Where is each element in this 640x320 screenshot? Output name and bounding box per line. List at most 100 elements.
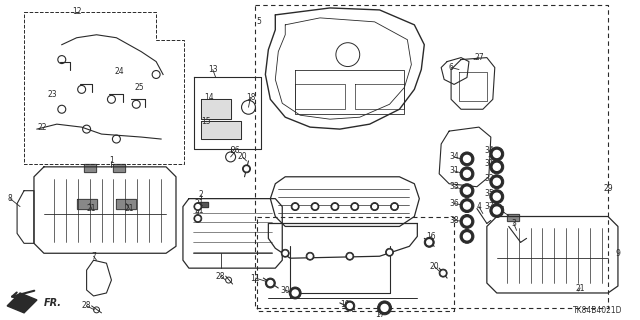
Circle shape bbox=[293, 204, 297, 209]
Text: 32: 32 bbox=[484, 174, 493, 183]
Circle shape bbox=[493, 164, 500, 170]
Circle shape bbox=[424, 237, 434, 247]
Text: 23: 23 bbox=[47, 90, 57, 99]
Polygon shape bbox=[201, 121, 241, 139]
Circle shape bbox=[463, 187, 470, 194]
Text: 12: 12 bbox=[72, 7, 81, 16]
Circle shape bbox=[266, 278, 275, 288]
Text: 9: 9 bbox=[616, 249, 620, 258]
Text: 29: 29 bbox=[604, 184, 613, 193]
Circle shape bbox=[292, 290, 298, 296]
Circle shape bbox=[313, 204, 317, 209]
Text: 6: 6 bbox=[449, 63, 454, 72]
Circle shape bbox=[289, 287, 301, 299]
Polygon shape bbox=[507, 213, 518, 221]
Text: 37: 37 bbox=[484, 202, 493, 211]
Circle shape bbox=[345, 301, 355, 311]
Circle shape bbox=[311, 203, 319, 211]
Circle shape bbox=[490, 160, 504, 174]
Circle shape bbox=[463, 202, 470, 209]
Polygon shape bbox=[7, 293, 37, 313]
Circle shape bbox=[348, 303, 352, 308]
Text: 35: 35 bbox=[484, 189, 493, 198]
Text: 33: 33 bbox=[449, 182, 459, 191]
Text: 28: 28 bbox=[216, 272, 225, 281]
Circle shape bbox=[460, 229, 474, 243]
Circle shape bbox=[427, 240, 432, 245]
Circle shape bbox=[196, 204, 200, 209]
Circle shape bbox=[346, 252, 354, 260]
Text: 38: 38 bbox=[449, 216, 459, 225]
Text: 36: 36 bbox=[449, 199, 459, 208]
Circle shape bbox=[490, 204, 504, 218]
Polygon shape bbox=[113, 164, 125, 172]
Text: 17: 17 bbox=[375, 310, 385, 319]
Circle shape bbox=[333, 204, 337, 209]
Text: 8: 8 bbox=[8, 194, 13, 203]
Text: 34: 34 bbox=[484, 147, 493, 156]
Text: 10: 10 bbox=[340, 300, 349, 309]
Circle shape bbox=[331, 203, 339, 211]
Text: 14: 14 bbox=[204, 93, 214, 102]
Circle shape bbox=[460, 152, 474, 166]
Text: 34: 34 bbox=[449, 152, 459, 161]
Text: 18: 18 bbox=[246, 93, 255, 102]
Circle shape bbox=[306, 252, 314, 260]
Circle shape bbox=[194, 214, 202, 222]
Text: 16: 16 bbox=[426, 232, 436, 241]
Text: 20: 20 bbox=[237, 152, 247, 161]
Text: 13: 13 bbox=[208, 65, 218, 74]
Text: 21: 21 bbox=[125, 204, 134, 213]
Text: 4: 4 bbox=[476, 202, 481, 211]
Circle shape bbox=[353, 204, 356, 209]
Text: 15: 15 bbox=[201, 117, 211, 126]
Circle shape bbox=[460, 214, 474, 228]
Text: 21: 21 bbox=[496, 206, 506, 215]
Text: TK84B4021D: TK84B4021D bbox=[573, 306, 623, 315]
Text: 27: 27 bbox=[474, 53, 484, 62]
Circle shape bbox=[460, 167, 474, 181]
Circle shape bbox=[493, 150, 500, 157]
Circle shape bbox=[390, 203, 399, 211]
Circle shape bbox=[490, 147, 504, 161]
Circle shape bbox=[493, 207, 500, 214]
Circle shape bbox=[194, 203, 202, 211]
Circle shape bbox=[388, 250, 392, 254]
Text: 21: 21 bbox=[575, 284, 585, 292]
Circle shape bbox=[490, 175, 504, 189]
Text: 21: 21 bbox=[194, 206, 204, 215]
Polygon shape bbox=[201, 99, 230, 119]
Text: 7: 7 bbox=[91, 252, 96, 261]
Text: 21: 21 bbox=[87, 204, 97, 213]
Circle shape bbox=[381, 304, 388, 311]
Text: 31: 31 bbox=[484, 159, 493, 168]
Circle shape bbox=[371, 203, 379, 211]
Polygon shape bbox=[77, 199, 97, 209]
Circle shape bbox=[463, 233, 470, 240]
Text: 3: 3 bbox=[511, 219, 516, 228]
Circle shape bbox=[291, 203, 299, 211]
Circle shape bbox=[372, 204, 376, 209]
Circle shape bbox=[463, 218, 470, 225]
Text: 26: 26 bbox=[231, 147, 241, 156]
Circle shape bbox=[441, 271, 445, 275]
Text: 21: 21 bbox=[194, 199, 204, 208]
Polygon shape bbox=[198, 202, 208, 207]
Circle shape bbox=[268, 281, 273, 285]
Text: 30: 30 bbox=[280, 285, 290, 294]
Circle shape bbox=[463, 170, 470, 177]
Circle shape bbox=[378, 301, 392, 315]
Text: 2: 2 bbox=[198, 190, 203, 199]
Circle shape bbox=[348, 254, 352, 258]
Text: 25: 25 bbox=[134, 83, 144, 92]
Circle shape bbox=[351, 203, 359, 211]
Circle shape bbox=[244, 167, 248, 171]
Circle shape bbox=[493, 193, 500, 200]
Polygon shape bbox=[84, 164, 95, 172]
Circle shape bbox=[493, 178, 500, 185]
Circle shape bbox=[490, 190, 504, 204]
Text: 24: 24 bbox=[115, 67, 124, 76]
Circle shape bbox=[281, 249, 289, 257]
Text: 5: 5 bbox=[256, 17, 261, 26]
Text: 19: 19 bbox=[488, 149, 498, 158]
